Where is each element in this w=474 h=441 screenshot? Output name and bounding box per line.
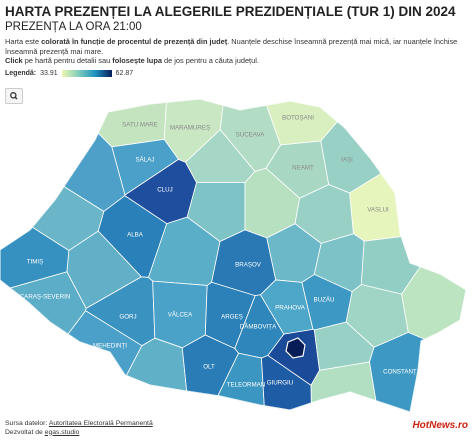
text: . Nuanțele deschise înseamnă prezență ma…	[5, 37, 458, 56]
county[interactable]	[369, 331, 474, 420]
search-icon	[10, 92, 18, 100]
county[interactable]	[0, 271, 87, 420]
county[interactable]	[54, 90, 168, 148]
legend-min: 33.91	[40, 70, 58, 77]
footer: Sursa datelor: Autoritatea Electorală Pe…	[5, 420, 153, 437]
text: folosește lupa	[112, 56, 162, 65]
county[interactable]	[320, 90, 474, 194]
source-link[interactable]: Autoritatea Electorală Permanentă	[48, 420, 153, 427]
text: Dezvoltat de	[5, 428, 45, 436]
legend-label: Legendă:	[5, 70, 37, 77]
dev-link[interactable]: egas.studio	[44, 428, 80, 436]
text: pe hartă pentru detalii sau	[22, 56, 113, 65]
logo[interactable]: HotNews.ro	[412, 420, 468, 431]
text: colorată în funcție de procentul de prez…	[41, 37, 228, 46]
county[interactable]	[152, 280, 208, 349]
text: Sursa datelor:	[5, 420, 49, 427]
description: Harta este colorată în funcție de procen…	[5, 37, 467, 56]
legend-max: 62.87	[115, 70, 134, 77]
legend: Legendă: 33.91 62.87	[5, 70, 133, 77]
search-button[interactable]	[5, 88, 23, 104]
instructions: Click pe hartă pentru detalii sau folose…	[5, 56, 259, 65]
legend-gradient	[61, 70, 112, 77]
text: Harta este	[5, 37, 42, 46]
text: de jos pentru a căuta județul.	[161, 56, 259, 65]
title: HARTA PREZENȚEI LA ALEGERILE PREZIDENȚIA…	[5, 4, 456, 19]
county[interactable]	[285, 337, 306, 359]
source: Sursa datelor: Autoritatea Electorală Pe…	[5, 420, 153, 429]
subtitle: PREZENȚA LA ORA 21:00	[5, 21, 142, 33]
developer: Dezvoltat de egas.studio	[5, 429, 153, 438]
text: Click	[5, 56, 23, 65]
county[interactable]	[310, 361, 380, 420]
